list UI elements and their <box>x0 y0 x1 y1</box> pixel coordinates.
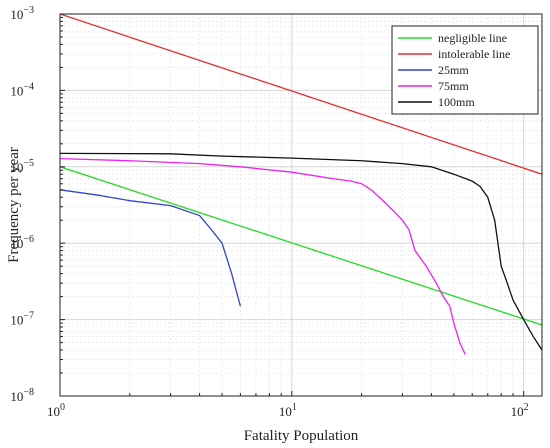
series-line-intolerable-line <box>60 14 542 175</box>
ticks <box>59 13 525 397</box>
legend-entry: intolerable line <box>438 47 510 61</box>
tick-labels: 100 101 102 10−8 10−7 10−6 10−5 10−4 10−3 <box>10 5 528 419</box>
y-tick-label: 10−7 <box>10 311 34 328</box>
y-tick-label: 10−3 <box>10 5 34 22</box>
y-tick-label: 10−4 <box>10 81 34 98</box>
series-layer <box>60 14 542 355</box>
legend-entry: 25mm <box>438 63 469 77</box>
y-tick-label: 10−5 <box>10 158 34 175</box>
legend-entry: negligible line <box>438 31 507 45</box>
legend-entry: 75mm <box>438 79 469 93</box>
y-tick-label: 10−8 <box>10 387 34 404</box>
x-axis-label: Fatality Population <box>244 428 359 444</box>
legend: negligible line intolerable line 25mm 75mm 1… <box>391 25 539 115</box>
y-tick-label: 10−6 <box>10 234 34 251</box>
legend-box <box>391 25 539 115</box>
legend-entry: 100mm <box>438 95 475 109</box>
y-axis-label: Frequency per year <box>6 147 22 263</box>
series-line-25mm <box>60 189 242 307</box>
series-line-75mm <box>60 157 466 355</box>
x-tick-label: 100 <box>47 402 65 419</box>
x-tick-label: 101 <box>279 402 297 419</box>
series-line-100mm <box>60 152 542 351</box>
x-tick-label: 102 <box>511 402 529 419</box>
series-line-negligible-line <box>60 166 542 326</box>
plot-frame <box>59 13 543 397</box>
